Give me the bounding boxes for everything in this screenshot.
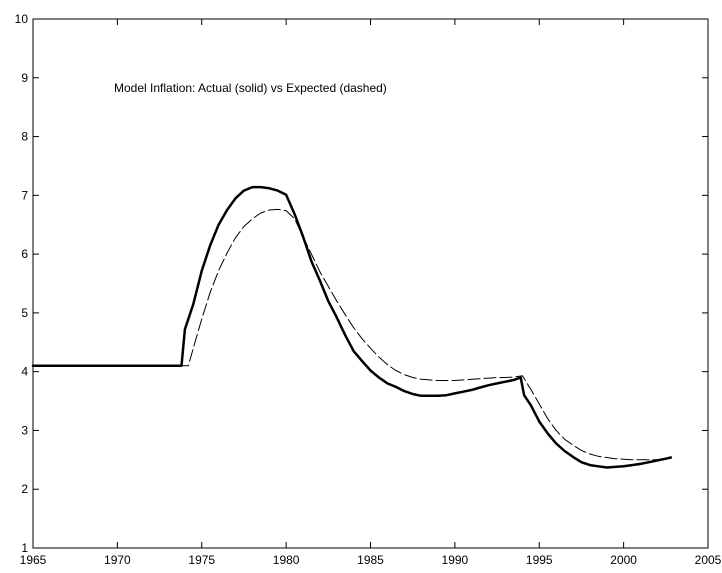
y-tick-label: 1	[21, 541, 28, 555]
x-tick-label: 2005	[695, 553, 722, 567]
x-axis-tick-labels: 1965 1970 1975 1980 1985 1990 1995 2000 2005	[20, 553, 722, 567]
expected-inflation-line	[32, 208, 672, 461]
x-tick-label: 1995	[526, 553, 553, 567]
tick-marks	[32, 18, 709, 549]
x-tick-label: 1990	[442, 553, 469, 567]
y-tick-label: 8	[21, 130, 28, 144]
series-lines	[31, 185, 673, 469]
y-axis-tick-labels: 1 2 3 4 5 6 7 8 9 10	[15, 12, 29, 555]
y-tick-label: 3	[21, 423, 28, 437]
chart-annotation: Model Inflation: Actual (solid) vs Expec…	[114, 81, 387, 95]
y-tick-label: 2	[21, 482, 28, 496]
x-tick-label: 1980	[273, 553, 300, 567]
y-tick-label: 5	[21, 306, 28, 320]
x-tick-label: 2000	[610, 553, 637, 567]
x-tick-label: 1985	[357, 553, 384, 567]
x-tick-label: 1970	[104, 553, 131, 567]
y-tick-label: 10	[15, 12, 29, 26]
y-tick-label: 7	[21, 188, 28, 202]
y-tick-label: 9	[21, 71, 28, 85]
x-tick-label: 1965	[20, 553, 47, 567]
x-tick-label: 1975	[188, 553, 215, 567]
y-tick-label: 4	[21, 365, 28, 379]
y-tick-label: 6	[21, 247, 28, 261]
plot-area	[32, 18, 709, 549]
actual-inflation-line	[31, 185, 673, 469]
